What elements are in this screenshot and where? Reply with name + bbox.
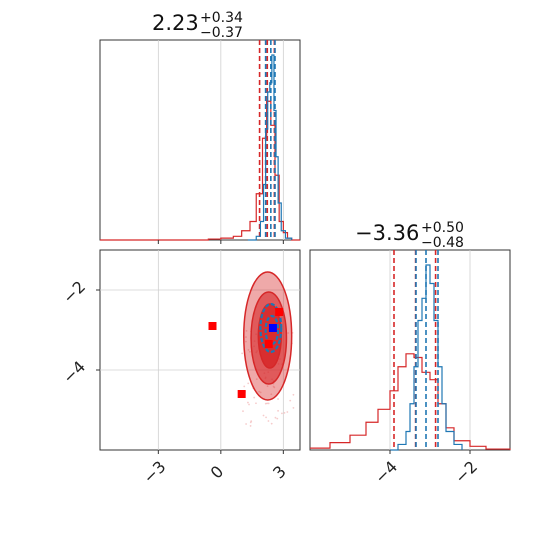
sample-point (293, 394, 295, 396)
sample-point (253, 397, 255, 399)
sample-point (248, 404, 250, 406)
sample-point (293, 407, 295, 409)
sample-point (275, 417, 277, 419)
x-tick-label: −2 (451, 457, 481, 487)
x-tick-label: 0 (207, 462, 228, 483)
title-bottom-right: −3.36 +0.50 −0.48 (355, 220, 464, 251)
sample-point (268, 420, 270, 422)
histogram-series-1 (248, 55, 292, 240)
axes-frame-top-left (100, 40, 300, 240)
title-minus: −0.48 (421, 235, 464, 251)
histogram-series-0 (100, 101, 300, 240)
y-tick-label: −2 (59, 277, 89, 307)
sample-point (271, 423, 273, 425)
sample-point (281, 412, 283, 414)
sample-point (289, 400, 291, 402)
x-tick-label: 3 (269, 462, 290, 483)
sample-point (263, 415, 265, 417)
title-plus: +0.50 (421, 220, 464, 236)
sample-point (266, 402, 268, 404)
marker-red (275, 308, 283, 316)
sample-point (242, 410, 244, 412)
sample-point (255, 402, 257, 404)
panel-bottom-right: −4 −2 (310, 250, 510, 487)
title-main: 2.23 (152, 11, 199, 35)
title-minus: −0.37 (200, 25, 243, 41)
sample-point (276, 418, 278, 420)
sample-point (250, 425, 252, 427)
marker-red (209, 322, 217, 330)
y-tick-label: −4 (59, 357, 89, 387)
sample-point (243, 386, 245, 388)
sample-point (277, 410, 279, 412)
sample-point (250, 422, 252, 424)
marker-red (238, 390, 246, 398)
sample-point (284, 412, 286, 414)
sample-point (241, 352, 243, 354)
x-tick-label: −4 (371, 457, 401, 487)
sample-point (247, 382, 249, 384)
sample-point (286, 411, 288, 413)
panel-bottom-left: −3 0 3 −2 −4 (59, 250, 300, 487)
title-plus: +0.34 (200, 10, 243, 26)
title-top-left: 2.23 +0.34 −0.37 (152, 10, 243, 41)
panel-top-left (100, 40, 300, 244)
sample-point (245, 423, 247, 425)
x-tick-label: −3 (139, 457, 169, 487)
sample-point (265, 416, 267, 418)
histogram-series-0 (310, 354, 510, 450)
sample-point (247, 402, 249, 404)
title-main: −3.36 (355, 221, 419, 245)
marker-blue (269, 324, 277, 332)
sample-point (277, 398, 279, 400)
marker-red (265, 340, 273, 348)
